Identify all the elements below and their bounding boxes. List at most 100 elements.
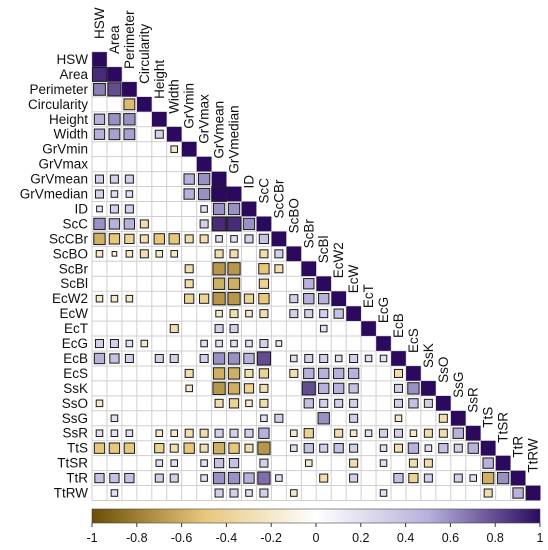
correlation-cell-SsO-SsK xyxy=(423,398,433,408)
correlation-cell-SsR-EcT xyxy=(364,429,373,438)
correlation-cell-Area-Area xyxy=(107,67,122,82)
correlation-cell-EcW-EcW2 xyxy=(333,308,344,319)
column-label-GrVmin: GrVmin xyxy=(182,83,197,129)
correlation-cell-EcT-EcT xyxy=(361,321,376,336)
correlation-cell-TtS-SsO xyxy=(438,443,449,454)
correlation-cell-SsR-SsK xyxy=(423,428,433,438)
correlation-cell-Width-Width xyxy=(166,126,182,142)
correlation-cell-ScBO-Circularity xyxy=(139,249,149,259)
correlation-cells xyxy=(92,52,541,501)
correlation-cell-TtRW-EcG xyxy=(379,489,388,497)
correlation-cell-ScBO-ScC xyxy=(259,249,269,259)
correlation-cell-GrVmean-Perimeter xyxy=(124,174,134,184)
row-label-SsG: SsG xyxy=(62,411,88,426)
correlation-cell-TtSR-TtSR xyxy=(495,455,511,471)
correlation-cell-EcB-EcW xyxy=(349,353,359,363)
correlation-cell-EcB-EcG xyxy=(379,354,388,363)
correlation-cell-EcS-ScC xyxy=(258,368,270,379)
colorbar-tick-label: -0.6 xyxy=(171,531,193,545)
row-labels: HSWAreaPerimeterCircularityHeightWidthGr… xyxy=(20,52,89,501)
correlation-cell-GrVmin-Width xyxy=(170,145,179,153)
correlation-cell-TtRW-TtS xyxy=(483,488,493,498)
correlation-cell-SsO-EcW xyxy=(349,398,359,408)
correlation-cell-EcB-ScBr xyxy=(304,353,314,363)
correlation-cell-ScC-ID xyxy=(242,217,256,231)
correlation-cell-Height-HSW xyxy=(93,113,106,125)
row-label-Circularity: Circularity xyxy=(28,97,88,112)
correlation-cell-ID-GrVmedian xyxy=(227,202,241,216)
row-label-EcG: EcG xyxy=(62,336,88,351)
row-label-GrVmedian: GrVmedian xyxy=(20,187,88,202)
correlation-cell-SsK-GrVmean xyxy=(212,381,226,396)
correlation-cell-SsR-GrVmax xyxy=(199,428,209,438)
row-label-ScBO: ScBO xyxy=(53,246,88,261)
column-label-ScBl: ScBl xyxy=(316,236,331,264)
correlation-cell-TtS-GrVmax xyxy=(199,443,209,453)
correlation-cell-ScBr-ScCBr xyxy=(274,264,284,274)
correlation-cell-ID-GrVmean xyxy=(212,202,226,216)
correlation-cell-ScCBr-GrVmedian xyxy=(230,235,238,243)
correlation-cell-TtRW-ScC xyxy=(259,488,269,498)
correlation-cell-SsO-GrVmean xyxy=(214,398,224,408)
correlation-cell-SsO-ScBl xyxy=(319,398,329,408)
correlation-cell-ScBl-ScBl xyxy=(316,276,332,292)
correlation-cell-EcG-HSW xyxy=(94,339,104,349)
correlation-cell-ScBO-Area xyxy=(111,251,118,257)
correlation-cell-EcB-ID xyxy=(243,352,255,365)
correlation-cell-EcB-EcT xyxy=(364,354,373,363)
correlation-cell-EcW2-GrVmean xyxy=(212,292,226,306)
column-label-SsK: SsK xyxy=(421,343,436,368)
column-label-SsG: SsG xyxy=(451,372,466,398)
correlation-cell-TtR-TtSR xyxy=(496,471,510,485)
correlation-cell-SsO-ID xyxy=(245,399,253,408)
column-label-EcW2: EcW2 xyxy=(331,242,346,278)
correlation-cell-ScBO-ScBO xyxy=(286,246,302,262)
correlation-cell-EcS-GrVmin xyxy=(184,368,194,378)
row-label-EcS: EcS xyxy=(63,366,88,381)
correlation-cell-EcB-EcW2 xyxy=(334,354,343,363)
correlation-cell-SsG-SsO xyxy=(438,413,448,423)
correlation-cell-EcW-ScC xyxy=(259,309,269,319)
correlation-cell-SsR-ScBr xyxy=(303,428,314,439)
matrix-grid xyxy=(91,51,541,501)
row-label-TtRW: TtRW xyxy=(54,486,89,501)
correlation-cell-TtS-GrVmedian xyxy=(228,442,240,454)
correlation-cell-ScCBr-Height xyxy=(153,233,165,245)
column-label-Perimeter: Perimeter xyxy=(122,10,137,69)
correlation-cell-EcW-GrVmean xyxy=(215,309,223,318)
correlation-cell-SsO-GrVmedian xyxy=(228,398,240,409)
correlation-cell-EcW-EcW xyxy=(346,306,361,321)
correlation-cell-SsO-SsO xyxy=(435,395,451,411)
correlation-cell-SsK-ID xyxy=(243,383,255,394)
correlation-cell-SsR-ID xyxy=(244,428,254,438)
correlation-cell-EcS-GrVmean xyxy=(212,367,226,380)
column-label-ID: ID xyxy=(241,175,256,189)
correlation-cell-ScBO-GrVmean xyxy=(214,249,224,259)
correlation-cell-SsR-GrVmedian xyxy=(229,428,239,438)
correlation-cell-SsR-SsR xyxy=(465,425,481,441)
correlation-cell-TtS-EcG xyxy=(379,444,388,452)
correlation-cell-TtS-GrVmin xyxy=(183,442,195,454)
column-label-TtRW: TtRW xyxy=(526,438,541,473)
correlation-cell-SsO-EcB xyxy=(393,398,403,408)
column-label-EcG: EcG xyxy=(376,297,391,323)
correlation-cell-SsG-ScCBr xyxy=(274,413,284,423)
correlation-cell-ScBO-HSW xyxy=(95,250,104,258)
correlation-cell-SsR-SsO xyxy=(438,428,448,438)
correlation-cell-EcG-GrVmedian xyxy=(230,339,238,348)
correlation-cell-TtRW-GrVmedian xyxy=(229,488,239,498)
column-label-ScC: ScC xyxy=(256,178,271,204)
correlation-cell-ScCBr-GrVmin xyxy=(184,234,194,244)
correlation-cell-GrVmean-Area xyxy=(109,174,119,184)
row-label-ID: ID xyxy=(75,201,89,216)
correlation-cell-SsK-GrVmin xyxy=(185,384,193,393)
correlation-cell-TtSR-ScC xyxy=(259,458,269,468)
row-label-EcT: EcT xyxy=(64,321,88,336)
correlation-cell-ScBl-GrVmedian xyxy=(227,277,241,290)
column-label-SsO: SsO xyxy=(436,357,451,383)
correlation-cell-EcB-Width xyxy=(169,353,179,363)
row-label-ScBr: ScBr xyxy=(59,261,89,276)
correlation-cell-ScBO-GrVmedian xyxy=(229,249,239,259)
correlation-cell-Height-Area xyxy=(108,113,121,126)
correlation-cell-ScBl-GrVmean xyxy=(212,277,226,290)
